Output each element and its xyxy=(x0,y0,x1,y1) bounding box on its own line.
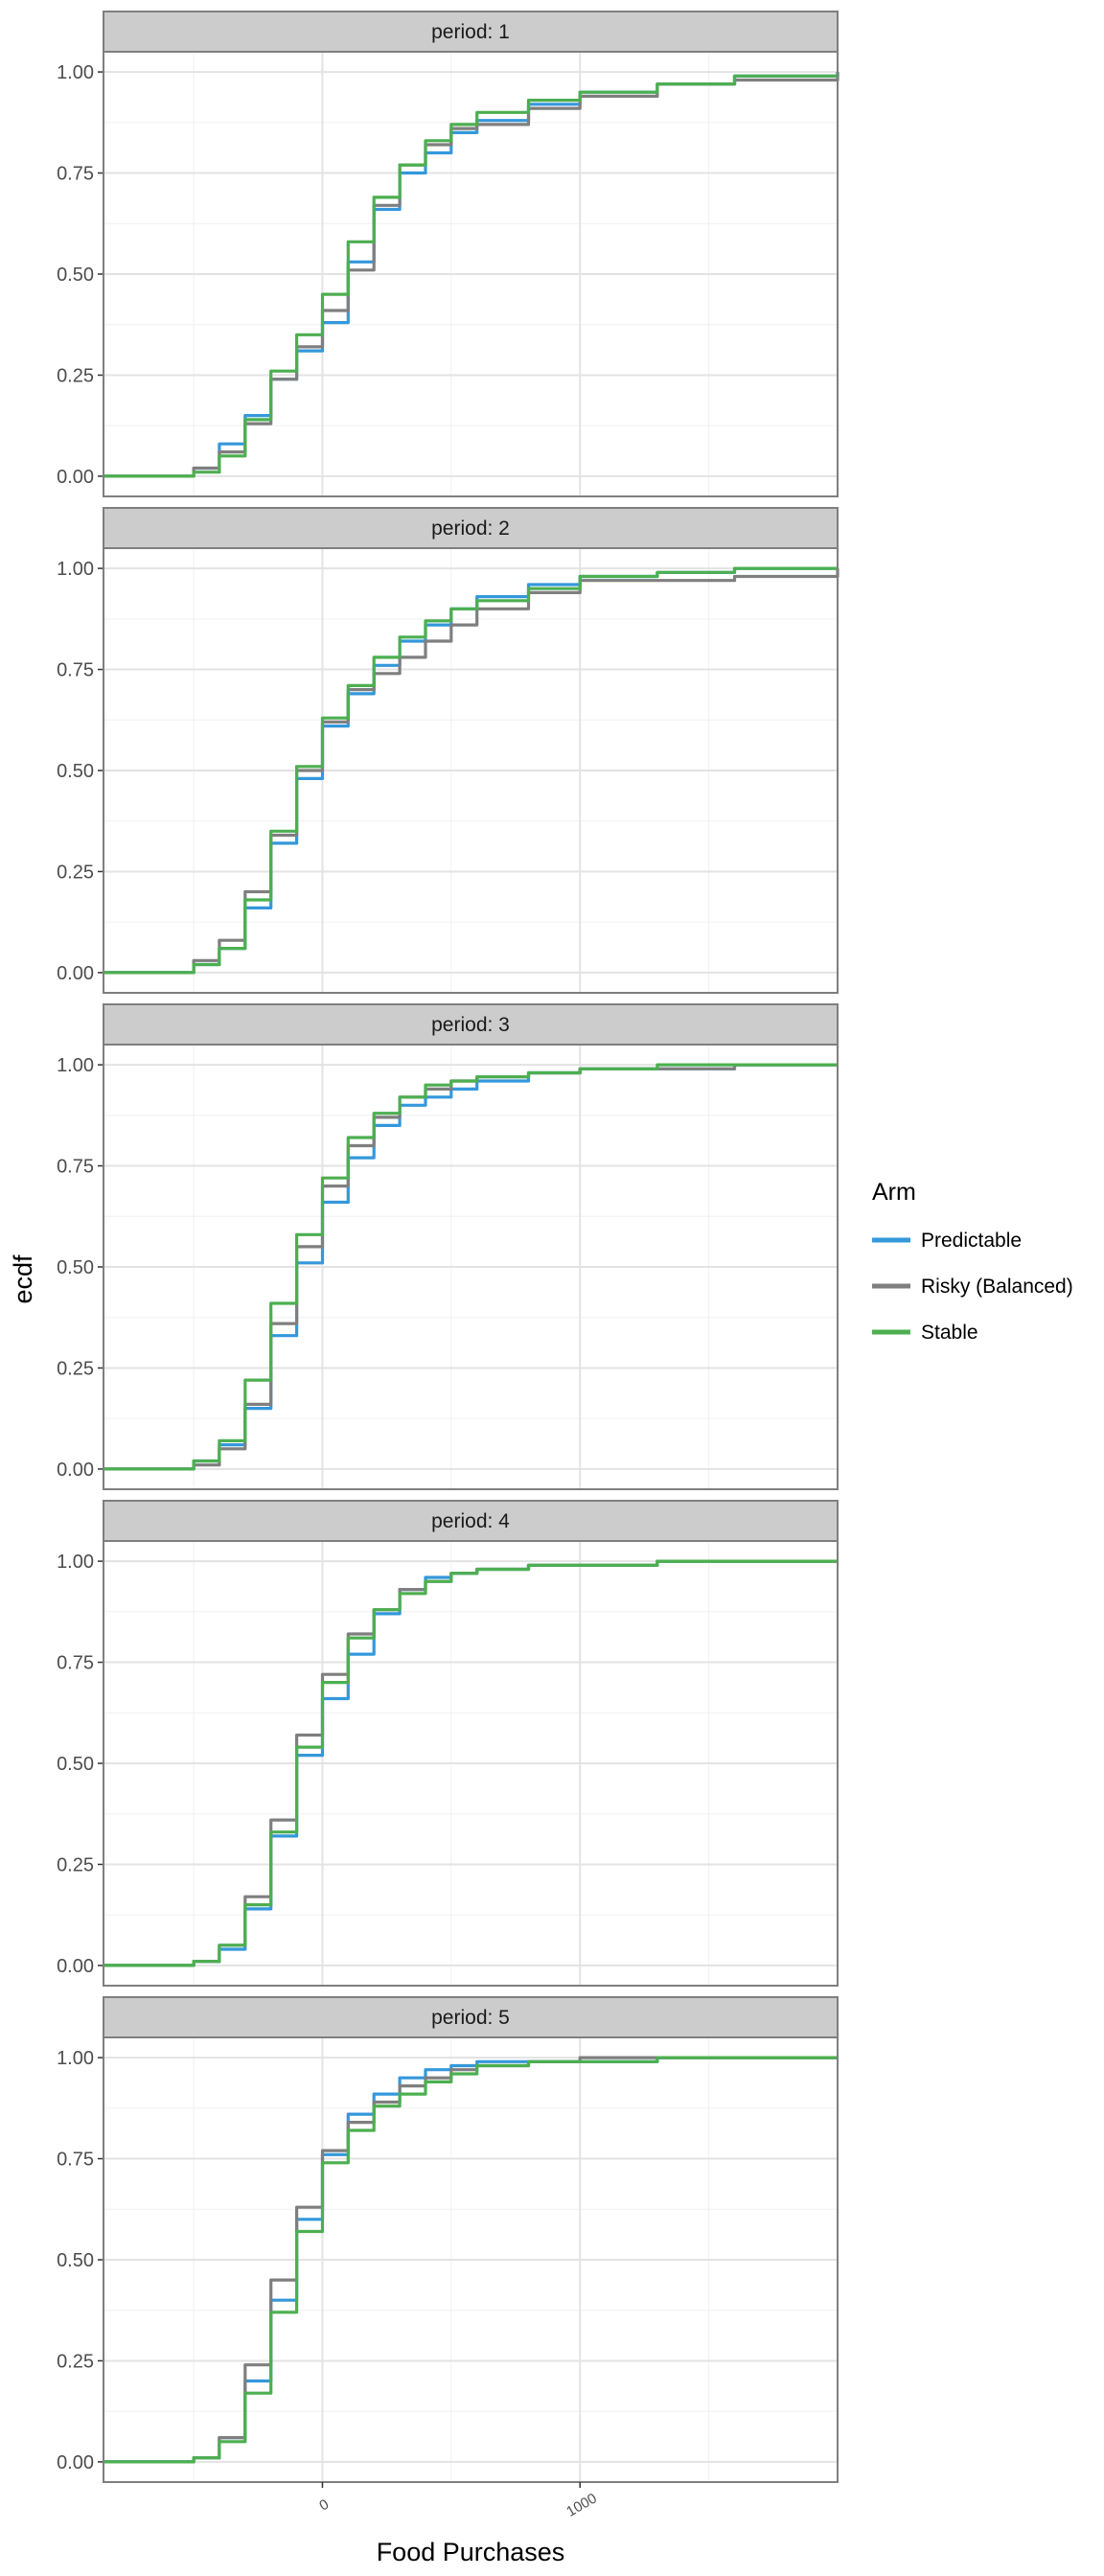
panel-border xyxy=(103,547,839,994)
facet-panel: period: 5 0.00 0.25 0.50 0.75 1.00 xyxy=(57,1996,839,2483)
facet-strip xyxy=(103,1996,839,2038)
y-tick-label: 0.25 xyxy=(57,365,94,386)
facet-strip-label: period: 5 xyxy=(431,2007,510,2029)
ecdf-line xyxy=(104,2056,838,2464)
y-tick-label: 0.25 xyxy=(57,1358,94,1379)
panel-border xyxy=(103,1540,839,1987)
legend-label: Stable xyxy=(921,1322,978,1344)
y-tick-label: 0.75 xyxy=(57,164,94,185)
facet-panel: period: 2 0.00 0.25 0.50 0.75 1.00 xyxy=(57,507,840,994)
facet-strip xyxy=(103,11,839,53)
x-tick-label: 1000 xyxy=(564,2490,599,2519)
y-tick-label: 0.00 xyxy=(57,963,94,984)
y-tick-label: 0.00 xyxy=(57,2452,94,2473)
facet-panel: period: 4 0.00 0.25 0.50 0.75 1.00 xyxy=(57,1500,839,1987)
y-tick-label: 1.00 xyxy=(57,559,94,580)
x-axis-title: Food Purchases xyxy=(377,2538,565,2566)
y-tick-label: 0.50 xyxy=(57,761,94,782)
facet-panel: period: 3 0.00 0.25 0.50 0.75 1.00 xyxy=(57,1003,839,1490)
y-tick-label: 0.25 xyxy=(57,1854,94,1875)
y-tick-label: 1.00 xyxy=(57,62,94,83)
ecdf-line xyxy=(104,1063,838,1471)
y-tick-label: 0.75 xyxy=(57,1157,94,1178)
facets-group: period: 1 0.00 0.25 0.50 0.75 1.00 period: 2 0.… xyxy=(57,11,840,2483)
panel-border xyxy=(103,1044,839,1490)
legend-title: Arm xyxy=(872,1179,916,1206)
y-tick-label: 0.00 xyxy=(57,1956,94,1977)
y-tick-label: 1.00 xyxy=(57,1055,94,1076)
facet-strip-label: period: 4 xyxy=(431,1510,510,1532)
y-tick-label: 0.75 xyxy=(57,2150,94,2171)
y-tick-label: 0.50 xyxy=(57,1754,94,1775)
x-tick-label: 0 xyxy=(316,2496,332,2515)
panel-border xyxy=(103,2036,839,2483)
facet-strip-label: period: 2 xyxy=(431,518,510,540)
ecdf-line xyxy=(104,72,840,478)
ecdf-line xyxy=(104,1559,838,1967)
y-tick-label: 0.75 xyxy=(57,660,94,681)
panel-border xyxy=(103,51,839,497)
y-tick-label: 1.00 xyxy=(57,1552,94,1573)
ecdf-line xyxy=(104,72,840,478)
y-tick-label: 0.50 xyxy=(57,264,94,286)
x-axis: 0 1000 Food Purchases xyxy=(316,2482,600,2566)
legend-items: Predictable Risky (Balanced) Stable xyxy=(872,1230,1073,1344)
y-tick-label: 0.50 xyxy=(57,2250,94,2271)
ecdf-line xyxy=(104,566,838,975)
y-axis-title: ecdf xyxy=(9,1254,37,1304)
y-tick-label: 0.50 xyxy=(57,1257,94,1278)
y-tick-label: 0.25 xyxy=(57,2351,94,2372)
facet-strip-label: period: 3 xyxy=(431,1014,510,1036)
legend: Arm Predictable Risky (Balanced) Stable xyxy=(872,1179,1073,1344)
y-tick-label: 0.00 xyxy=(57,1460,94,1481)
facet-strip xyxy=(103,1003,839,1046)
y-tick-label: 0.00 xyxy=(57,467,94,488)
legend-label: Predictable xyxy=(921,1230,1022,1252)
facet-strip-label: period: 1 xyxy=(431,21,510,43)
y-tick-label: 0.25 xyxy=(57,862,94,883)
y-tick-label: 1.00 xyxy=(57,2048,94,2069)
facet-panel: period: 1 0.00 0.25 0.50 0.75 1.00 xyxy=(57,11,840,497)
y-tick-label: 0.75 xyxy=(57,1653,94,1674)
legend-label: Risky (Balanced) xyxy=(921,1276,1073,1298)
x-ticks: 0 1000 xyxy=(316,2482,600,2520)
